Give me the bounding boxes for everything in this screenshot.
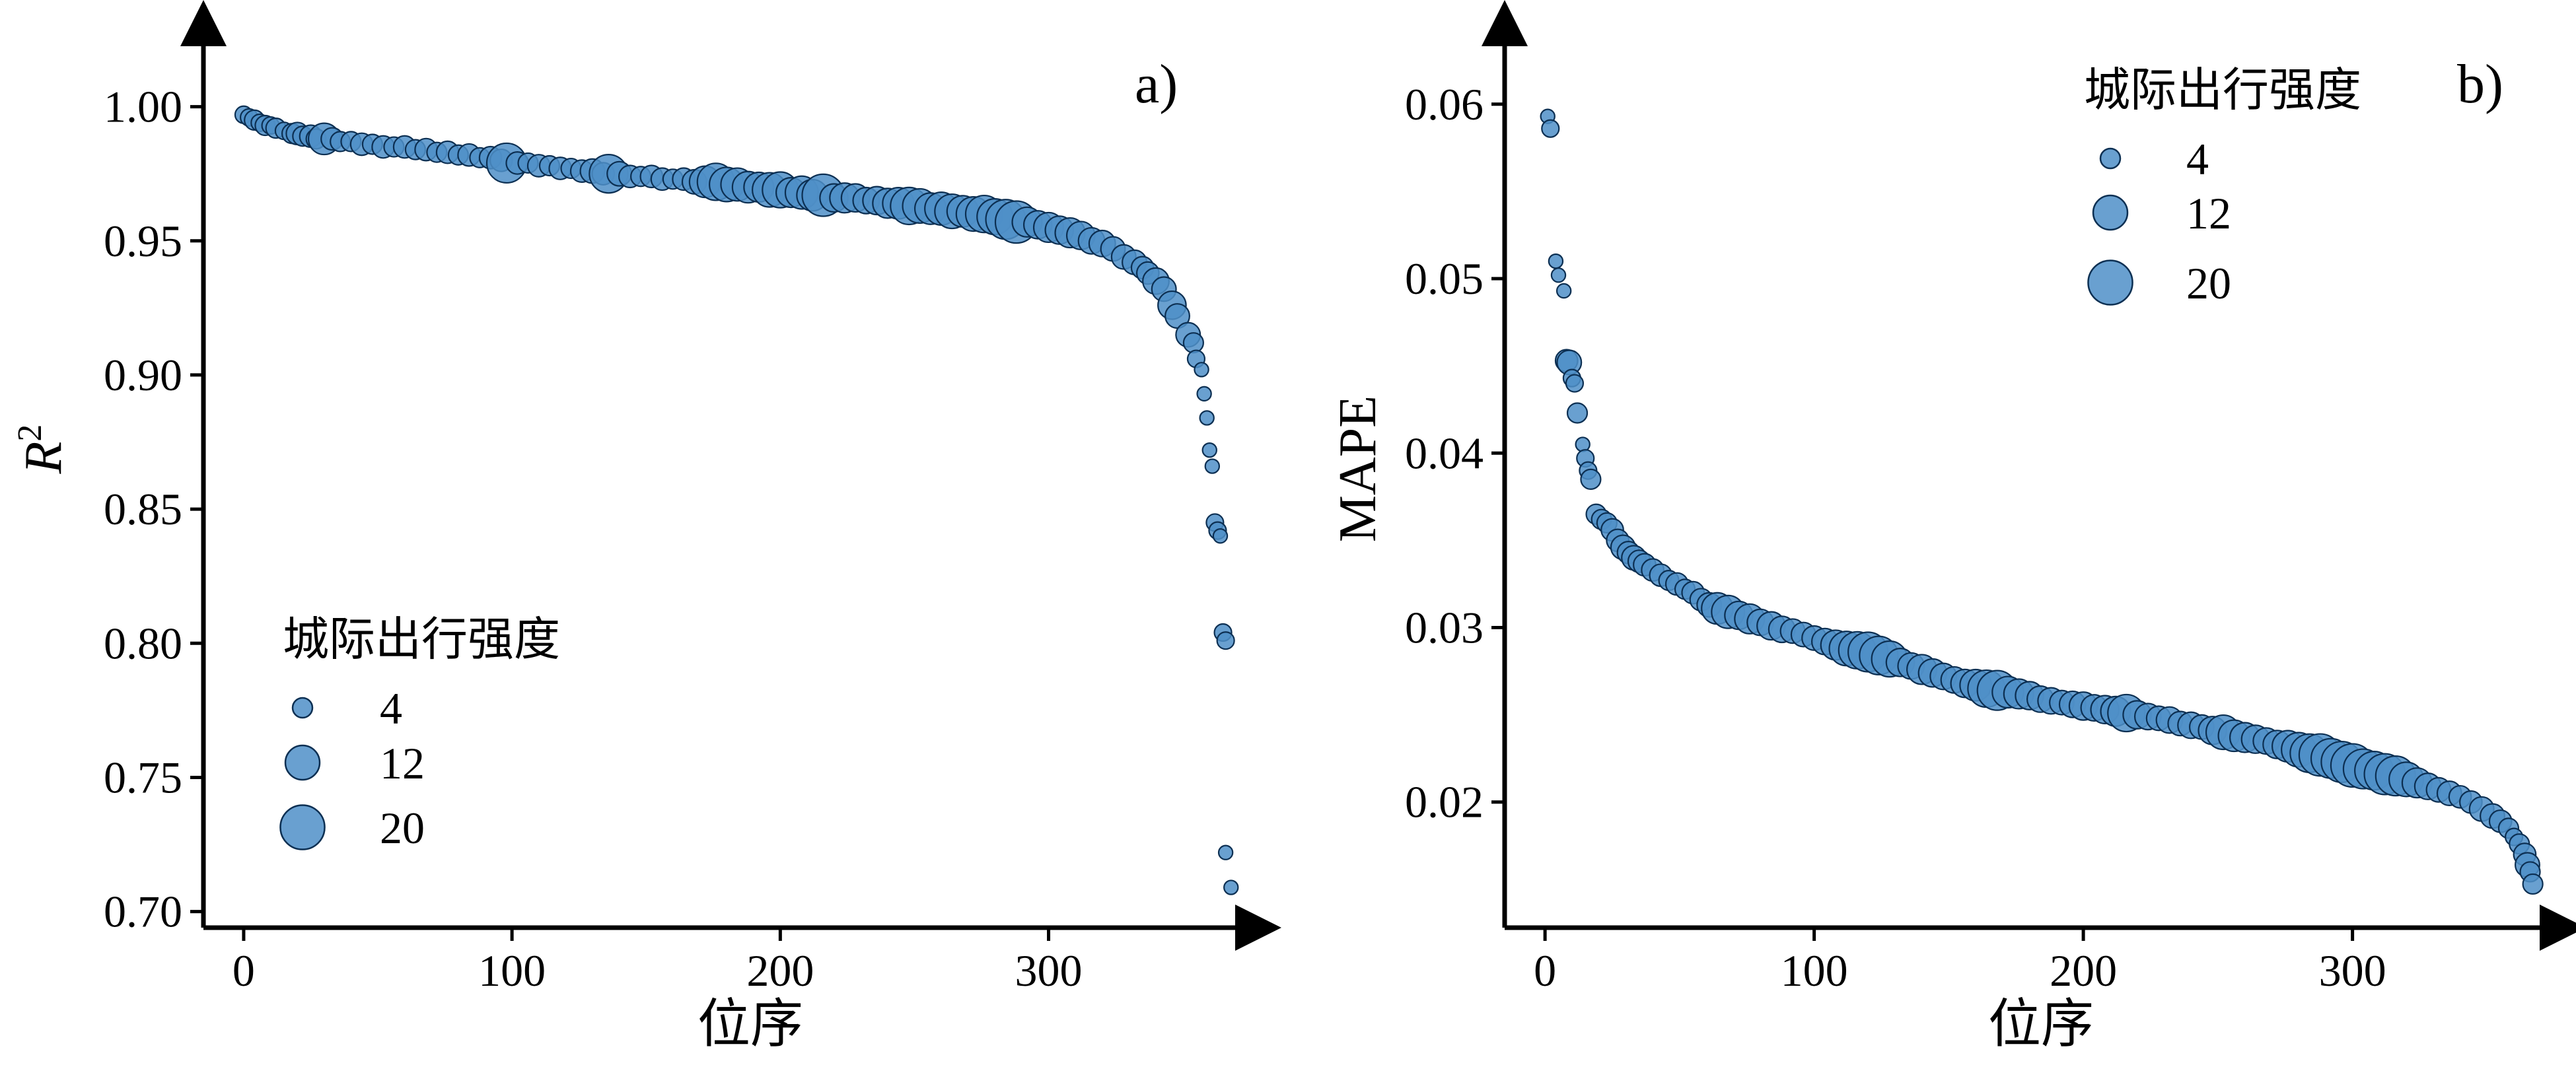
y-axis-label-a: R2: [11, 425, 73, 475]
legend-label-b-1: 12: [2186, 188, 2231, 238]
x-tick-label-b-2: 200: [2050, 945, 2117, 996]
y-tick-label-a-0: 0.70: [104, 887, 182, 937]
chart-panel-b: 0 100 200 300 0.02 0.03 0.04 0.05 0.06 b) 位序 MAP…: [1329, 0, 2576, 1054]
x-tick-label-a-0: 0: [233, 945, 255, 996]
legend-marker-a-0: [291, 697, 314, 719]
legend-title-b: 城际出行强度: [2084, 63, 2361, 117]
legend-marker-a-1: [284, 744, 321, 781]
y-tick-label-a-1: 0.75: [104, 752, 182, 802]
legend-label-a-2: 20: [380, 803, 425, 853]
data-point-b-112: [2522, 873, 2544, 895]
data-point-b-9: [1566, 402, 1589, 424]
legend-title-a: 城际出行强度: [283, 612, 560, 666]
chart-panel-a: 0 100 200 300 0.70 0.75 0.80 0.85 0.90 0.95 1.00 a…: [11, 0, 1281, 1054]
data-point-b-2: [1548, 253, 1564, 269]
x-axis-label-b: 位序: [1988, 993, 2094, 1054]
legend-label-b-0: 4: [2186, 134, 2209, 184]
x-tick-label-b-1: 100: [1781, 945, 1848, 996]
data-point-a-107: [1212, 528, 1229, 544]
data-point-a-103: [1201, 442, 1217, 458]
y-tick-label-a-6: 1.00: [104, 82, 182, 132]
data-point-a-111: [1223, 879, 1239, 895]
legend-b: 城际出行强度 412 20: [2084, 63, 2361, 308]
y-tick-label-a-3: 0.85: [104, 484, 182, 534]
data-point-a-110: [1217, 844, 1234, 860]
legend-label-a-1: 12: [380, 738, 425, 788]
data-point-b-3: [1550, 267, 1567, 283]
y-axis-label-a-sup: 2: [11, 425, 49, 442]
data-points-b: [1540, 108, 2544, 895]
data-point-a-102: [1199, 410, 1215, 426]
y-tick-label-b-0: 0.02: [1405, 777, 1484, 827]
legend-marker-b-1: [2092, 194, 2129, 231]
legend-marker-b-2: [2087, 259, 2133, 306]
data-point-b-4: [1556, 283, 1572, 299]
x-tick-label-b-3: 300: [2319, 945, 2386, 996]
y-tick-label-a-4: 0.90: [104, 350, 182, 400]
legend-label-b-2: 20: [2186, 258, 2231, 308]
data-point-a-100: [1194, 362, 1209, 378]
data-point-b-10: [1575, 436, 1591, 452]
y-tick-label-b-4: 0.06: [1405, 79, 1484, 129]
x-tick-label-a-1: 100: [478, 945, 546, 996]
y-axis-label-b: MAPE: [1329, 395, 1387, 542]
x-axis-label-a: 位序: [698, 993, 803, 1054]
legend-a: 城际出行强度 412 20: [279, 612, 560, 853]
data-point-b-8: [1565, 374, 1585, 393]
data-point-b-13: [1580, 468, 1602, 490]
data-point-a-104: [1204, 458, 1221, 474]
data-point-a-101: [1196, 386, 1212, 402]
y-tick-label-b-3: 0.05: [1405, 254, 1484, 304]
legend-marker-a-2: [279, 804, 326, 850]
ticks-b: 0 100 200 300 0.02 0.03 0.04 0.05 0.06: [1405, 79, 2386, 996]
y-axis-label-b-text: MAPE: [1329, 395, 1387, 542]
y-tick-label-a-2: 0.80: [104, 618, 182, 668]
x-tick-label-a-2: 200: [746, 945, 814, 996]
data-point-b-1: [1541, 119, 1560, 138]
x-tick-label-a-3: 300: [1015, 945, 1083, 996]
ticks-a: 0 100 200 300 0.70 0.75 0.80 0.85 0.90 0.95 1.00: [104, 82, 1083, 996]
y-axis-label-a-base: R: [15, 442, 73, 475]
data-point-a-98: [1182, 332, 1204, 354]
panel-label-b: b): [2457, 53, 2503, 115]
x-tick-label-b-0: 0: [1534, 945, 1556, 996]
y-tick-label-b-2: 0.04: [1405, 428, 1484, 478]
legend-label-a-0: 4: [380, 683, 402, 734]
panel-label-a: a): [1135, 53, 1178, 115]
svg-text:R2: R2: [11, 425, 73, 475]
data-point-a-109: [1216, 631, 1235, 650]
legend-marker-b-0: [2099, 147, 2122, 170]
y-tick-label-a-5: 0.95: [104, 216, 182, 266]
y-tick-label-b-1: 0.03: [1405, 603, 1484, 653]
data-points-a: [234, 105, 1239, 895]
